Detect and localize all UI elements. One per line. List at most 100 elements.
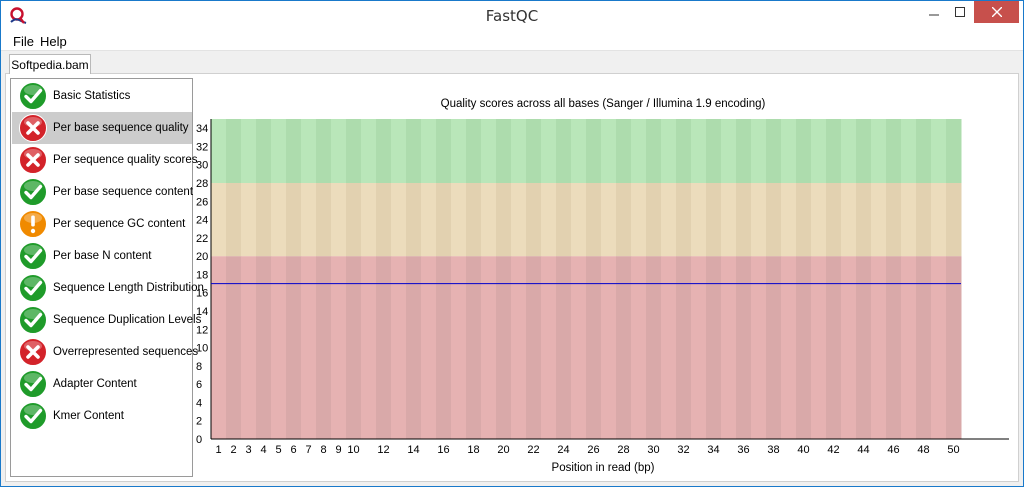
quality-band-cell	[286, 256, 302, 439]
quality-band-cell	[766, 183, 782, 257]
quality-band-cell	[496, 256, 512, 439]
y-tick-label: 26	[196, 196, 208, 208]
module-item[interactable]: Per base N content	[12, 240, 192, 272]
x-tick-label: 46	[887, 444, 899, 456]
x-tick-label: 40	[797, 444, 809, 456]
quality-band-cell	[301, 183, 317, 257]
module-list: Basic Statistics Per base sequence qualit…	[10, 78, 204, 477]
module-item[interactable]: Basic Statistics	[12, 80, 192, 112]
quality-band-cell	[571, 256, 587, 439]
close-button[interactable]	[974, 1, 1019, 23]
module-item[interactable]: Overrepresented sequences	[12, 336, 198, 368]
quality-band-cell	[916, 256, 932, 439]
quality-band-cell	[526, 183, 542, 257]
x-tick-label: 2	[230, 444, 236, 456]
x-tick-label: 36	[737, 444, 749, 456]
module-item[interactable]: Kmer Content	[12, 400, 192, 432]
quality-band-cell	[946, 183, 962, 257]
quality-band-cell	[496, 183, 512, 257]
menu-file[interactable]: File	[13, 34, 34, 49]
fastqc-logo-icon	[10, 7, 27, 24]
quality-band-cell	[841, 119, 857, 183]
quality-band-cell	[481, 183, 497, 257]
quality-band-cell	[406, 183, 422, 257]
quality-band-cell	[811, 256, 827, 439]
y-tick-label: 8	[196, 361, 202, 373]
quality-band-cell	[871, 119, 887, 183]
quality-band-cell	[721, 256, 737, 439]
quality-band-cell	[496, 119, 512, 183]
module-item[interactable]: Per base sequence quality	[12, 112, 192, 144]
quality-band-cell	[676, 256, 692, 439]
quality-band-cell	[871, 183, 887, 257]
x-tick-label: 10	[347, 444, 359, 456]
quality-band-cell	[436, 256, 452, 439]
cross-icon	[19, 338, 47, 366]
maximize-button[interactable]	[947, 1, 973, 23]
quality-band-cell	[421, 256, 437, 439]
module-item[interactable]: Sequence Duplication Levels	[12, 304, 201, 336]
quality-band-cell	[436, 183, 452, 257]
quality-band-cell	[856, 183, 872, 257]
module-label: Overrepresented sequences	[53, 346, 199, 358]
quality-band-cell	[781, 256, 797, 439]
quality-band-cell	[406, 119, 422, 183]
module-label: Kmer Content	[53, 410, 124, 422]
close-icon	[991, 7, 1002, 17]
quality-band-cell	[946, 256, 962, 439]
quality-band-cell	[526, 119, 542, 183]
quality-band-cell	[571, 183, 587, 257]
x-axis-label: Position in read (bp)	[551, 462, 655, 474]
quality-band-cell	[346, 256, 362, 439]
quality-band-cell	[286, 183, 302, 257]
quality-band-cell	[751, 256, 767, 439]
quality-band-cell	[586, 256, 602, 439]
module-item[interactable]: Per base sequence content	[12, 176, 194, 208]
minimize-button[interactable]	[921, 1, 947, 23]
module-item[interactable]: Adapter Content	[12, 368, 192, 400]
y-tick-label: 6	[196, 379, 202, 391]
module-item[interactable]: Sequence Length Distribution	[12, 272, 204, 304]
y-tick-label: 2	[196, 416, 202, 428]
tab-file[interactable]: Softpedia.bam	[9, 54, 91, 74]
quality-band-cell	[946, 119, 962, 183]
x-tick-label: 4	[260, 444, 266, 456]
title-bar[interactable]: FastQC	[1, 1, 1023, 31]
quality-band-cell	[511, 119, 527, 183]
quality-band-cell	[391, 256, 407, 439]
quality-band-cell	[661, 183, 677, 257]
check-icon	[19, 402, 47, 430]
quality-band-cell	[841, 256, 857, 439]
quality-band-cell	[721, 183, 737, 257]
quality-band-cell	[646, 119, 662, 183]
quality-band-cell	[271, 256, 287, 439]
menu-help[interactable]: Help	[40, 34, 67, 49]
quality-band-cell	[481, 256, 497, 439]
quality-band-cell	[541, 119, 557, 183]
quality-band-cell	[781, 183, 797, 257]
x-tick-label: 9	[335, 444, 341, 456]
quality-band-cell	[466, 256, 482, 439]
quality-band-cell	[781, 119, 797, 183]
module-item[interactable]: Per sequence quality scores	[12, 144, 197, 176]
quality-band-cell	[376, 256, 392, 439]
quality-band-cell	[661, 119, 677, 183]
module-label: Per sequence GC content	[53, 218, 186, 230]
quality-band-cell	[271, 183, 287, 257]
module-label: Sequence Duplication Levels	[53, 314, 202, 326]
quality-band-cell	[796, 183, 812, 257]
module-label: Per base sequence content	[53, 186, 194, 198]
check-icon	[19, 370, 47, 398]
quality-band-cell	[256, 256, 272, 439]
quality-band-cell	[211, 119, 227, 183]
x-tick-label: 38	[767, 444, 779, 456]
module-item[interactable]: Per sequence GC content	[12, 208, 192, 240]
x-tick-label: 1	[215, 444, 221, 456]
quality-band-cell	[376, 183, 392, 257]
quality-band-cell	[316, 119, 332, 183]
quality-band-cell	[646, 256, 662, 439]
x-tick-label: 34	[707, 444, 719, 456]
quality-band-cell	[811, 119, 827, 183]
quality-band-cell	[451, 119, 467, 183]
